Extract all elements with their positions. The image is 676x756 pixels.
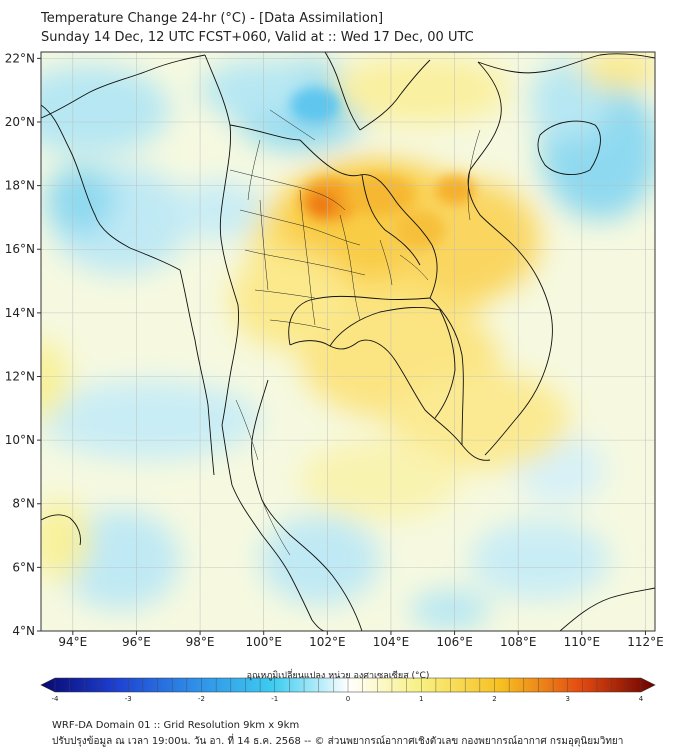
lat-label: 8°N: [12, 497, 35, 511]
latitude-labels: 22°N 20°N 18°N 16°N 14°N 12°N 10°N 8°N 6°N 4°N: [5, 51, 41, 638]
province-borders: [229, 109, 481, 556]
lon-label: 96°E: [122, 635, 151, 649]
temperature-field: [41, 52, 655, 631]
vietnam-coast: [467, 61, 553, 456]
country-borders: [41, 52, 655, 631]
colorbar-tick-label: 4: [639, 695, 644, 703]
colorbar-tick-label: 3: [566, 695, 570, 703]
hainan-island: [537, 120, 601, 176]
footer-update-info: ปรับปรุงข้อมูล ณ เวลา 19:00น. วัน อา. ที…: [52, 736, 624, 747]
colorbar-tick-label: 1: [419, 695, 423, 703]
lat-label: 18°N: [5, 179, 35, 193]
lat-label: 4°N: [12, 624, 35, 638]
colorbar-tick-label: -2: [198, 695, 205, 703]
map-subtitle: Sunday 14 Dec, 12 UTC FCST+060, Valid at…: [41, 30, 474, 45]
lat-label: 22°N: [5, 51, 35, 65]
lon-label: 106°E: [436, 635, 473, 649]
colorbar: -4 -3 -2 -1 0 1 2 3 4: [40, 677, 656, 703]
myanmar-coast: [41, 104, 215, 476]
lon-label: 112°E: [627, 635, 664, 649]
colorbar-tick-label: 0: [346, 695, 350, 703]
lat-label: 14°N: [5, 306, 35, 320]
map-title: Temperature Change 24-hr (°C) - [Data As…: [41, 11, 384, 26]
lat-label: 12°N: [5, 369, 35, 383]
colorbar-title: อุณหภูมิเปลี่ยนแปลง หน่วย องศาเซลเซียส (…: [246, 671, 430, 681]
colorbar-tick-label: -4: [52, 695, 60, 703]
lon-label: 102°E: [309, 635, 346, 649]
lon-label: 108°E: [500, 635, 537, 649]
colorbar-tick-label: -1: [271, 695, 278, 703]
lon-label: 100°E: [245, 635, 282, 649]
lon-label: 104°E: [373, 635, 410, 649]
lat-lon-grid: [41, 52, 655, 632]
lat-label: 20°N: [5, 115, 35, 129]
lat-label: 6°N: [12, 560, 35, 574]
colorbar-tick-label: -3: [125, 695, 132, 703]
lat-label: 16°N: [5, 242, 35, 256]
lon-label: 98°E: [186, 635, 215, 649]
longitude-labels: 94°E 96°E 98°E 100°E 102°E 104°E 106°E 108°E 110…: [58, 631, 664, 649]
lat-label: 10°N: [5, 433, 35, 447]
lon-label: 110°E: [564, 635, 601, 649]
map-frame: [40, 51, 656, 632]
footer-model-info: WRF-DA Domain 01 :: Grid Resolution 9km …: [52, 720, 300, 731]
colorbar-tick-label: 2: [492, 695, 496, 703]
lon-label: 94°E: [58, 635, 87, 649]
